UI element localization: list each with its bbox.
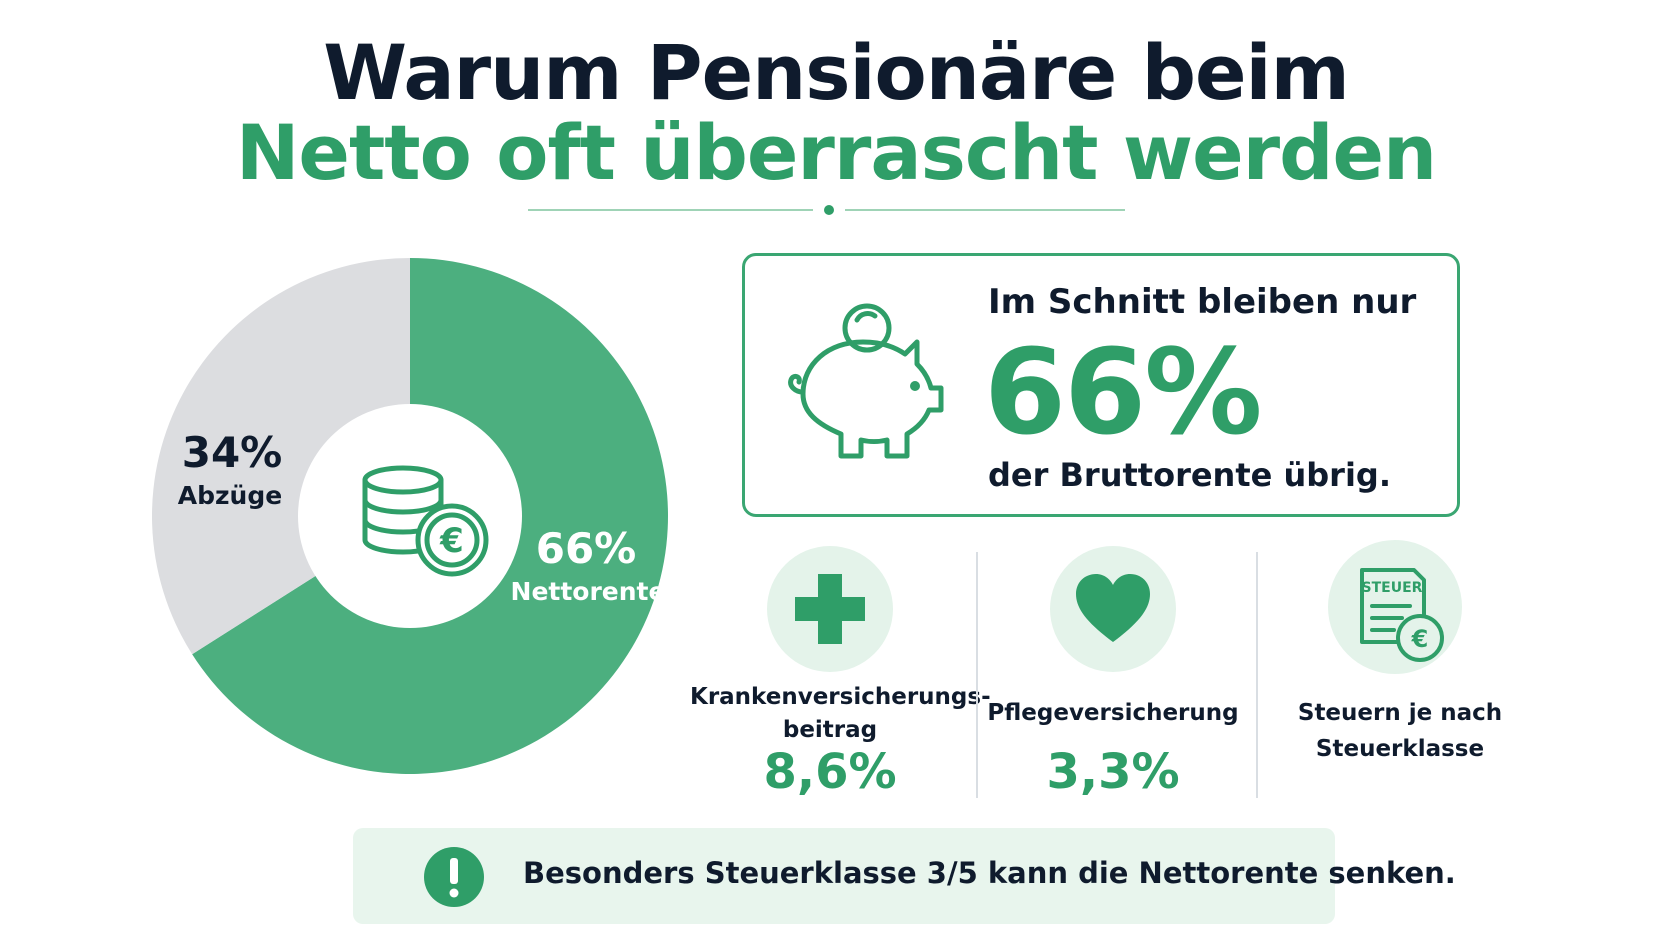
donut-hole [298, 404, 522, 628]
factor-value: 8,6% [763, 744, 897, 800]
factor-steuern: STEUER € Steuern je nach Steuerklasse [1258, 540, 1542, 796]
factor-label-line2: Steuerklasse [1315, 736, 1485, 762]
svg-text:€: € [439, 521, 464, 561]
factor-label-line1: Pflegeversicherung [987, 700, 1239, 726]
abzuege-label: Abzüge [178, 481, 282, 510]
tax-document-icon: STEUER € [1360, 568, 1444, 662]
column-separator [976, 552, 978, 798]
highlight-box [742, 253, 1460, 517]
factor-krankenversicherung: Krankenversicherungs- beitrag 8,6% [690, 546, 991, 800]
column-separator [1256, 552, 1258, 798]
divider-dot [824, 205, 834, 215]
coins-euro-icon: € [362, 465, 489, 577]
factor-pflegeversicherung: Pflegeversicherung 3,3% [978, 546, 1248, 800]
factor-label-line2: beitrag [782, 717, 878, 743]
highlight-value: 66% [984, 323, 1262, 461]
tax-document-icon-text: STEUER [1362, 580, 1423, 596]
note-banner: Besonders Steuerklasse 3/5 kann die Nett… [353, 828, 1456, 924]
nettorente-label: Nettorente [511, 577, 666, 606]
heart-icon [1076, 574, 1150, 642]
nettorente-value-label: 66% [536, 524, 637, 573]
divider-left [528, 209, 813, 211]
factor-label-line1: Steuern je nach [1297, 700, 1503, 726]
title-line-1: Warum Pensionäre beim [323, 28, 1350, 117]
factor-icon-circle: STEUER € [1328, 540, 1462, 674]
highlight-outro: der Bruttorente übrig. [988, 456, 1391, 494]
divider-right [845, 209, 1125, 211]
factor-icon-circle [767, 546, 893, 672]
medical-cross-icon [795, 574, 865, 644]
svg-text:€: € [1411, 625, 1429, 653]
factor-value: 3,3% [1046, 744, 1180, 800]
factor-label-line1: Krankenversicherungs- [690, 684, 991, 710]
factor-icon-circle [1050, 546, 1176, 672]
highlight-intro: Im Schnitt bleiben nur [988, 282, 1417, 322]
piggy-bank-icon [788, 303, 944, 459]
donut-chart: € 34% Abzüge 66% Nettorente [151, 258, 668, 774]
title-line-2: Netto oft überrascht werden [235, 108, 1437, 197]
abzuege-value-label: 34% [182, 428, 283, 477]
exclamation-icon [424, 847, 484, 907]
note-text: Besonders Steuerklasse 3/5 kann die Nett… [523, 856, 1456, 890]
